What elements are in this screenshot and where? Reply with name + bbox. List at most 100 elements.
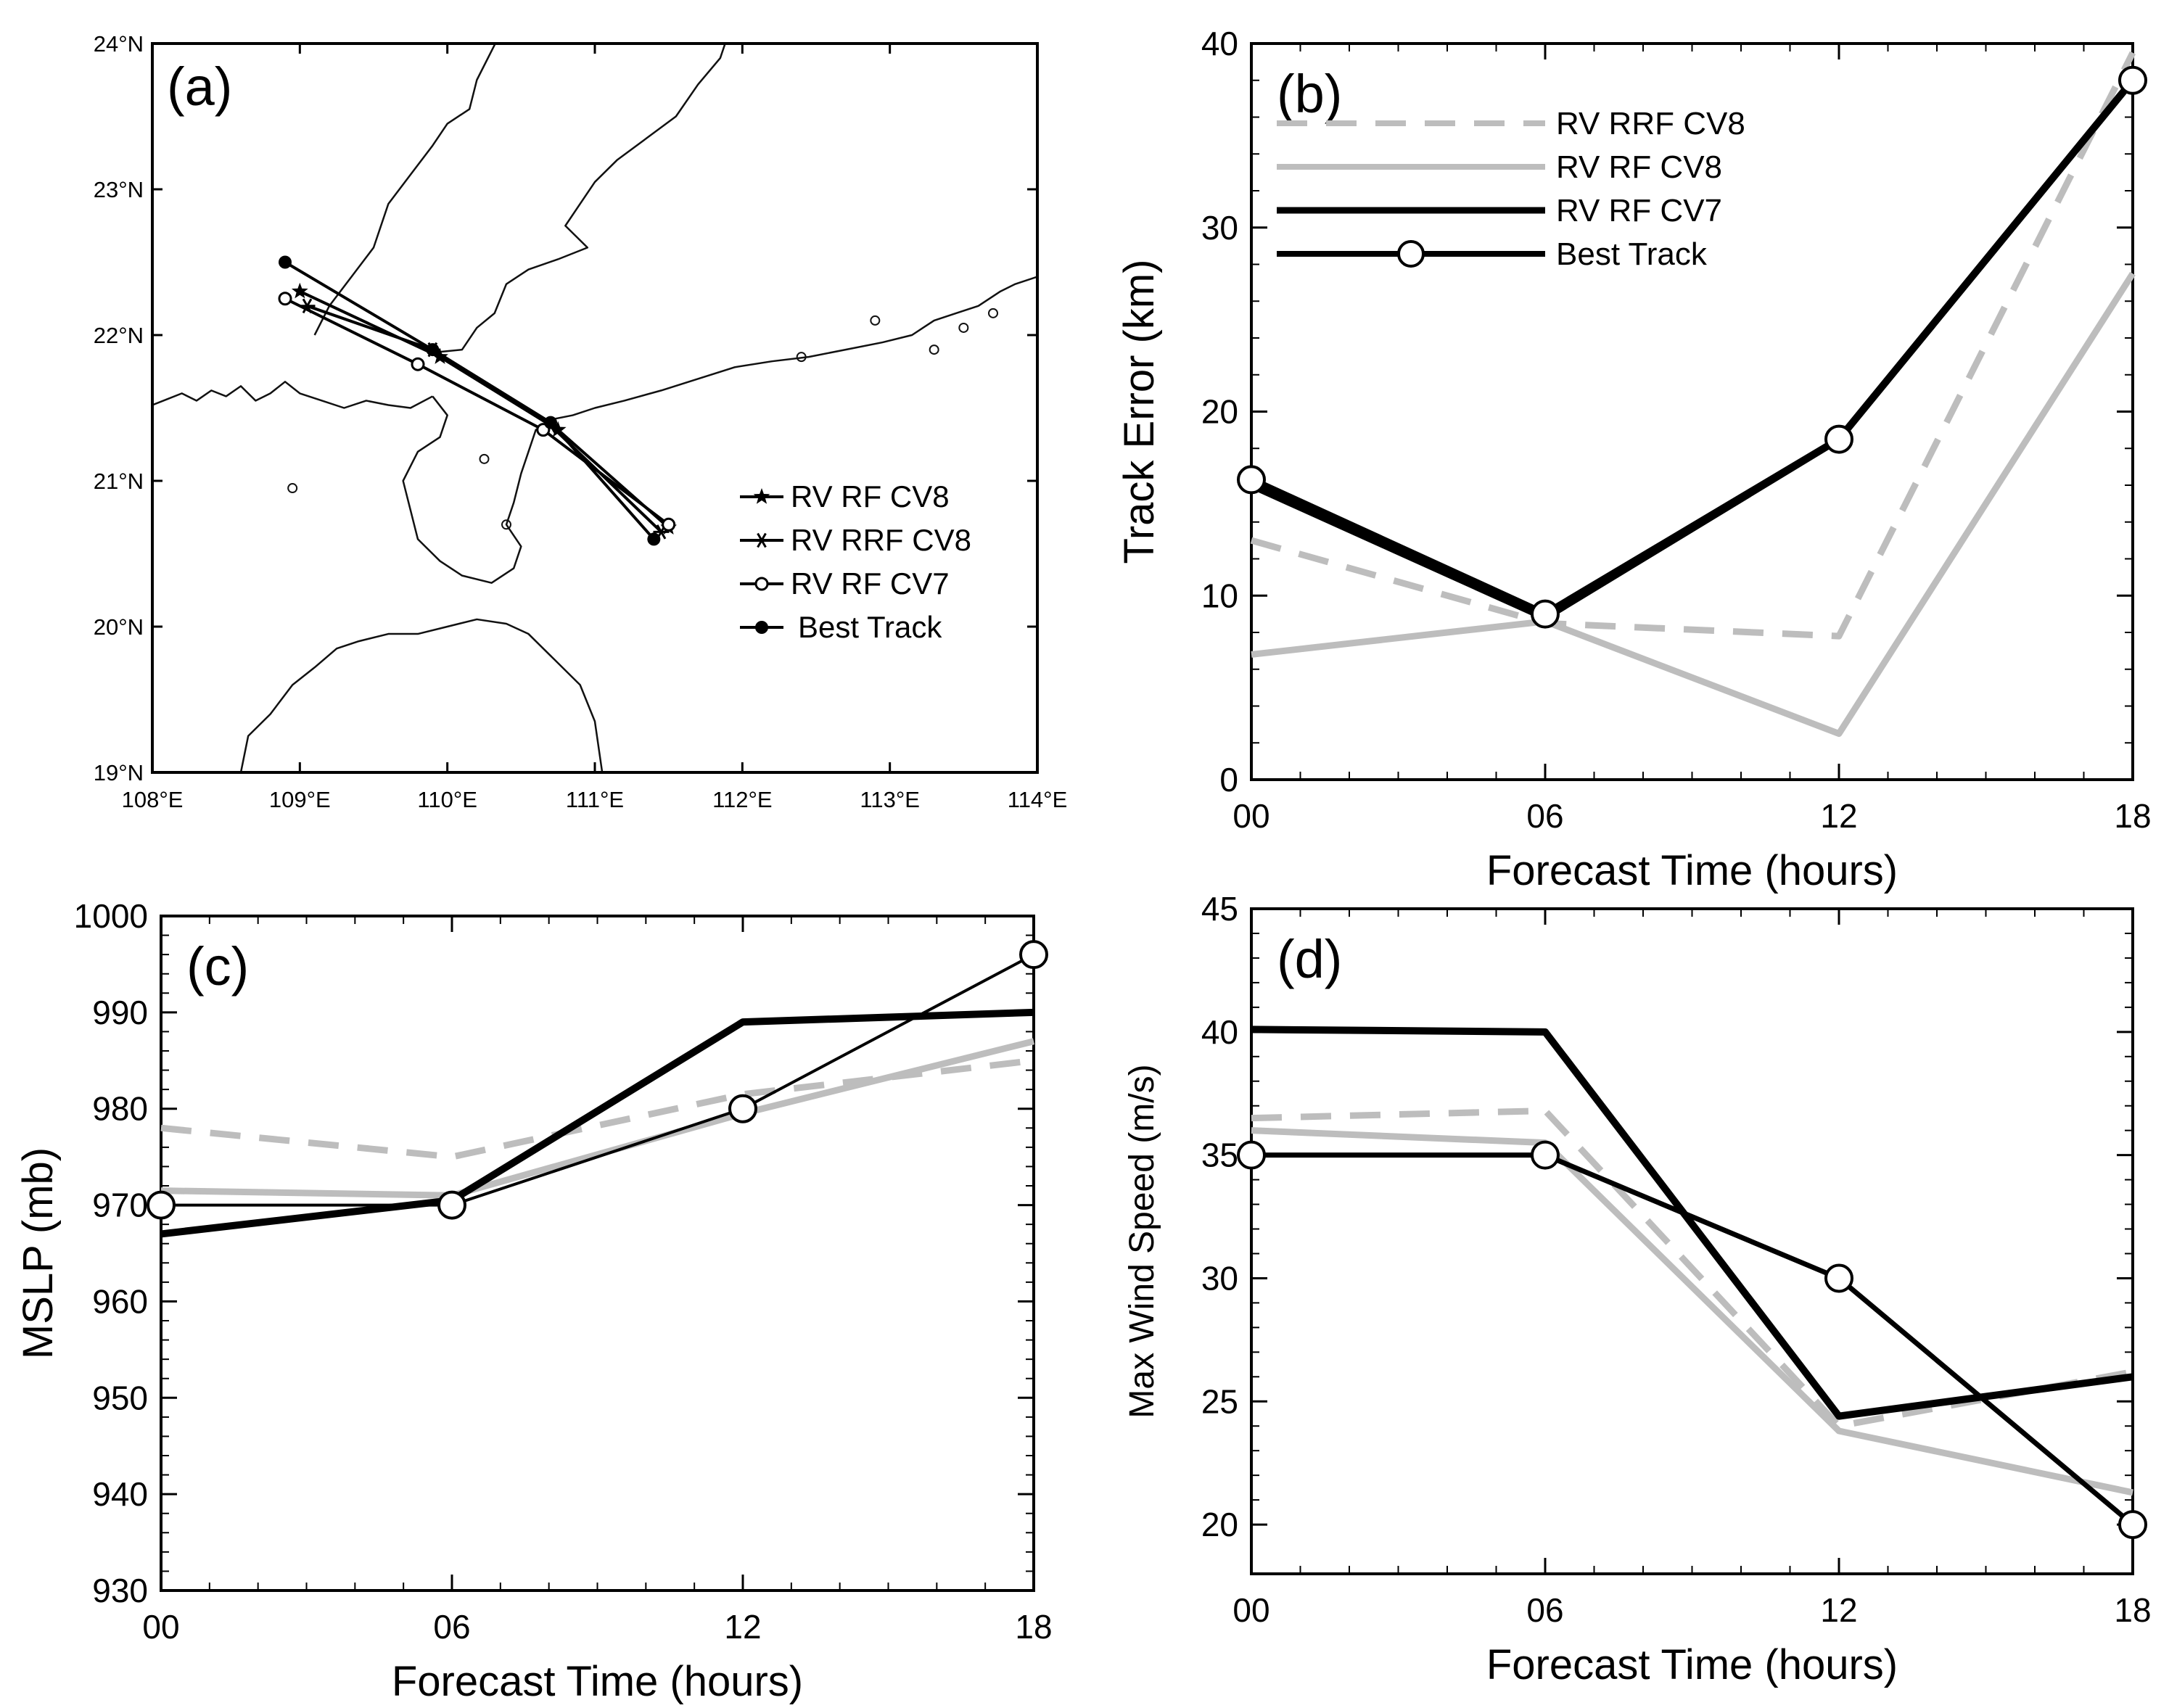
map-area	[152, 44, 1037, 772]
series-line	[1250, 51, 2136, 640]
island	[988, 308, 998, 318]
x-tick-label: 18	[1015, 1608, 1052, 1646]
data-point-marker	[1531, 599, 1560, 629]
data-point-marker	[1824, 1263, 1853, 1293]
y-tick-label: 950	[92, 1379, 148, 1416]
island	[501, 519, 511, 530]
y-tick-label: 980	[92, 1090, 148, 1128]
y-tick-label: 45	[1201, 890, 1238, 928]
series-gray-solid	[1251, 271, 2136, 738]
track-marker-star	[291, 282, 308, 299]
data-point-marker	[1237, 1140, 1266, 1170]
border-line	[313, 44, 497, 336]
y-tick-label: 20	[1201, 1506, 1238, 1543]
y-tick-label: 25	[1201, 1382, 1238, 1420]
coastline	[239, 618, 604, 772]
data-point-marker	[147, 1190, 176, 1220]
series-line	[160, 1008, 1034, 1238]
island	[287, 483, 298, 494]
series-black-circle	[1237, 1140, 2147, 1540]
y-axis-title: Track Error (km)	[1116, 260, 1163, 564]
track-marker-open-circle	[278, 292, 292, 306]
series-black-solid	[1251, 1026, 2133, 1420]
y-tick-label: 10	[1201, 577, 1238, 614]
panel-label: (a)	[167, 57, 232, 117]
x-tick-label: 00	[1232, 1591, 1269, 1629]
y-tick-label: 40	[1201, 1013, 1238, 1051]
track-line	[284, 297, 670, 526]
x-tick-label: 00	[142, 1608, 179, 1646]
series-black-circle	[1237, 65, 2147, 629]
x-axis-title: Forecast Time (hours)	[1486, 1641, 1898, 1688]
y-tick-label: 21°N	[94, 469, 144, 494]
track-line	[284, 260, 655, 540]
y-axis-title: Max Wind Speed (m/s)	[1123, 1064, 1161, 1418]
y-tick-label: 0	[1219, 761, 1238, 799]
legend-b: RV RRF CV8 RV RF CV8 RV RF CV7 Best Track	[1277, 106, 1745, 272]
track-marker-filled-circle	[279, 255, 292, 269]
panel-b: 0 10 20 30 40 00 06 12 18 Forecast Time (hours) Tr…	[1116, 25, 2152, 894]
y-tick-label: 30	[1201, 209, 1238, 247]
data-point-marker	[1824, 424, 1853, 454]
legend-entry-label: RV RRF CV8	[1556, 106, 1745, 141]
y-tick-label: 930	[92, 1572, 148, 1609]
data-point-marker	[437, 1190, 466, 1220]
y-tick-label: 19°N	[94, 760, 144, 785]
panel-c: 930 940 950 960 970 980 990 1000 00 06 12 18 Forecas…	[15, 897, 1053, 1705]
track-marker-filled-circle	[647, 532, 661, 546]
series-line	[1251, 1026, 2133, 1420]
island	[796, 352, 807, 363]
panel-a: 108°E 109°E 110°E 111°E 112°E 113°E 114°E 19°N 2…	[94, 31, 1068, 812]
x-tick-label: 110°E	[417, 787, 477, 812]
x-tick-label: 109°E	[269, 787, 331, 812]
series-line	[1251, 1107, 2133, 1429]
asterisk-stroke	[757, 532, 767, 548]
x-tick-label: 12	[1820, 1591, 1857, 1629]
panel-label: (c)	[186, 936, 249, 997]
island	[870, 315, 881, 326]
track-line	[306, 304, 662, 533]
track-asterisk	[299, 298, 670, 540]
y-tick-label: 24°N	[94, 31, 144, 57]
y-tick-label: 23°N	[94, 177, 144, 202]
y-tick-label: 22°N	[94, 323, 144, 348]
x-tick-label: 06	[1526, 797, 1563, 835]
x-tick-label: 113°E	[860, 787, 920, 812]
x-axis-title: Forecast Time (hours)	[1486, 847, 1898, 894]
series-line	[160, 1038, 1035, 1199]
track-marker-filled-circle	[426, 343, 440, 357]
plot-frame	[1250, 907, 2134, 1575]
track-filled-circle	[279, 255, 661, 546]
data-point-marker	[1019, 940, 1048, 970]
legend-entry-label: RV RF CV8	[1556, 149, 1722, 185]
legend-entry-label: RV RF CV7	[791, 566, 950, 601]
x-tick-label: 00	[1232, 797, 1269, 835]
legend-entry-label: RV RF CV7	[1556, 193, 1722, 228]
x-tick-label: 12	[724, 1608, 761, 1646]
legend-marker	[1397, 240, 1425, 268]
series-gray-solid	[1251, 1127, 2133, 1496]
series-line	[1251, 1127, 2133, 1496]
legend-entry-label: Best Track	[798, 610, 942, 644]
y-tick-label: 20	[1201, 393, 1238, 431]
island	[479, 453, 490, 464]
y-tick-label: 1000	[74, 897, 148, 935]
series-line	[1249, 78, 2136, 618]
y-tick-label: 35	[1201, 1136, 1238, 1174]
series-gray-dashed	[1250, 51, 2136, 640]
y-tick-label: 940	[92, 1475, 148, 1513]
data-point-marker	[728, 1094, 757, 1123]
x-tick-label: 06	[1526, 1591, 1563, 1629]
border-line	[432, 44, 726, 354]
series-black-solid	[160, 1008, 1034, 1238]
track-marker-filled-circle	[755, 621, 768, 634]
data-point-marker	[1237, 465, 1266, 495]
coastline	[152, 381, 433, 409]
x-tick-label: 108°E	[122, 787, 184, 812]
asterisk-stroke	[302, 298, 313, 314]
series-line	[1251, 1152, 2135, 1527]
y-tick-label: 40	[1201, 25, 1238, 62]
series-black-circle	[147, 940, 1048, 1220]
x-tick-label: 114°E	[1008, 787, 1068, 812]
x-tick-label: 112°E	[712, 787, 773, 812]
